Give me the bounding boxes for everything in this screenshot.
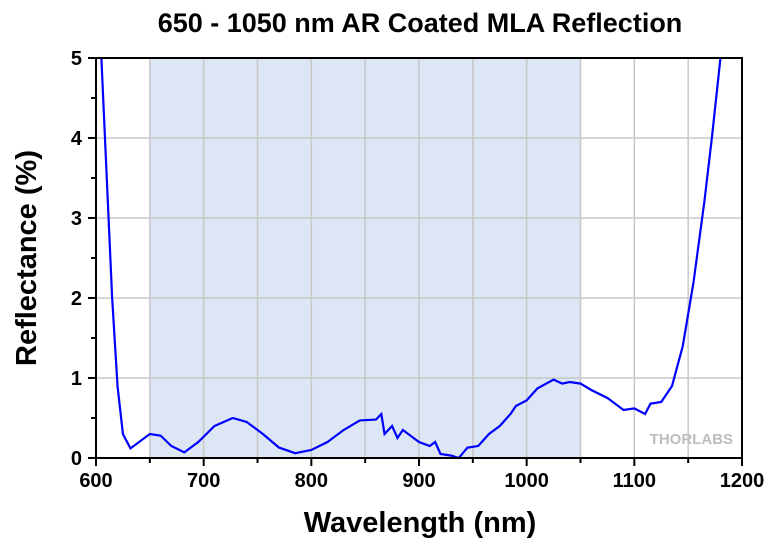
y-axis-label: Reflectance (%) xyxy=(11,150,43,366)
y-tick-label: 4 xyxy=(71,128,83,150)
x-tick-label: 600 xyxy=(79,470,112,492)
x-tick-label: 900 xyxy=(402,470,435,492)
x-axis-label: Wavelength (nm) xyxy=(304,507,537,539)
y-tick-label: 2 xyxy=(71,288,82,310)
y-tick-label: 1 xyxy=(71,368,82,390)
y-tick-label: 5 xyxy=(71,48,82,70)
chart-title: 650 - 1050 nm AR Coated MLA Reflection xyxy=(158,8,683,38)
x-tick-label: 800 xyxy=(295,470,328,492)
y-tick-label: 3 xyxy=(71,208,82,230)
thorlabs-watermark: THORLABS xyxy=(650,431,733,448)
series-line-reflectance xyxy=(100,57,722,460)
x-tick-label: 1000 xyxy=(504,470,549,492)
x-tick-label: 700 xyxy=(187,470,220,492)
x-tick-label: 1100 xyxy=(613,470,656,492)
x-tick-label: 1200 xyxy=(720,470,765,492)
y-tick-label: 0 xyxy=(71,448,82,470)
